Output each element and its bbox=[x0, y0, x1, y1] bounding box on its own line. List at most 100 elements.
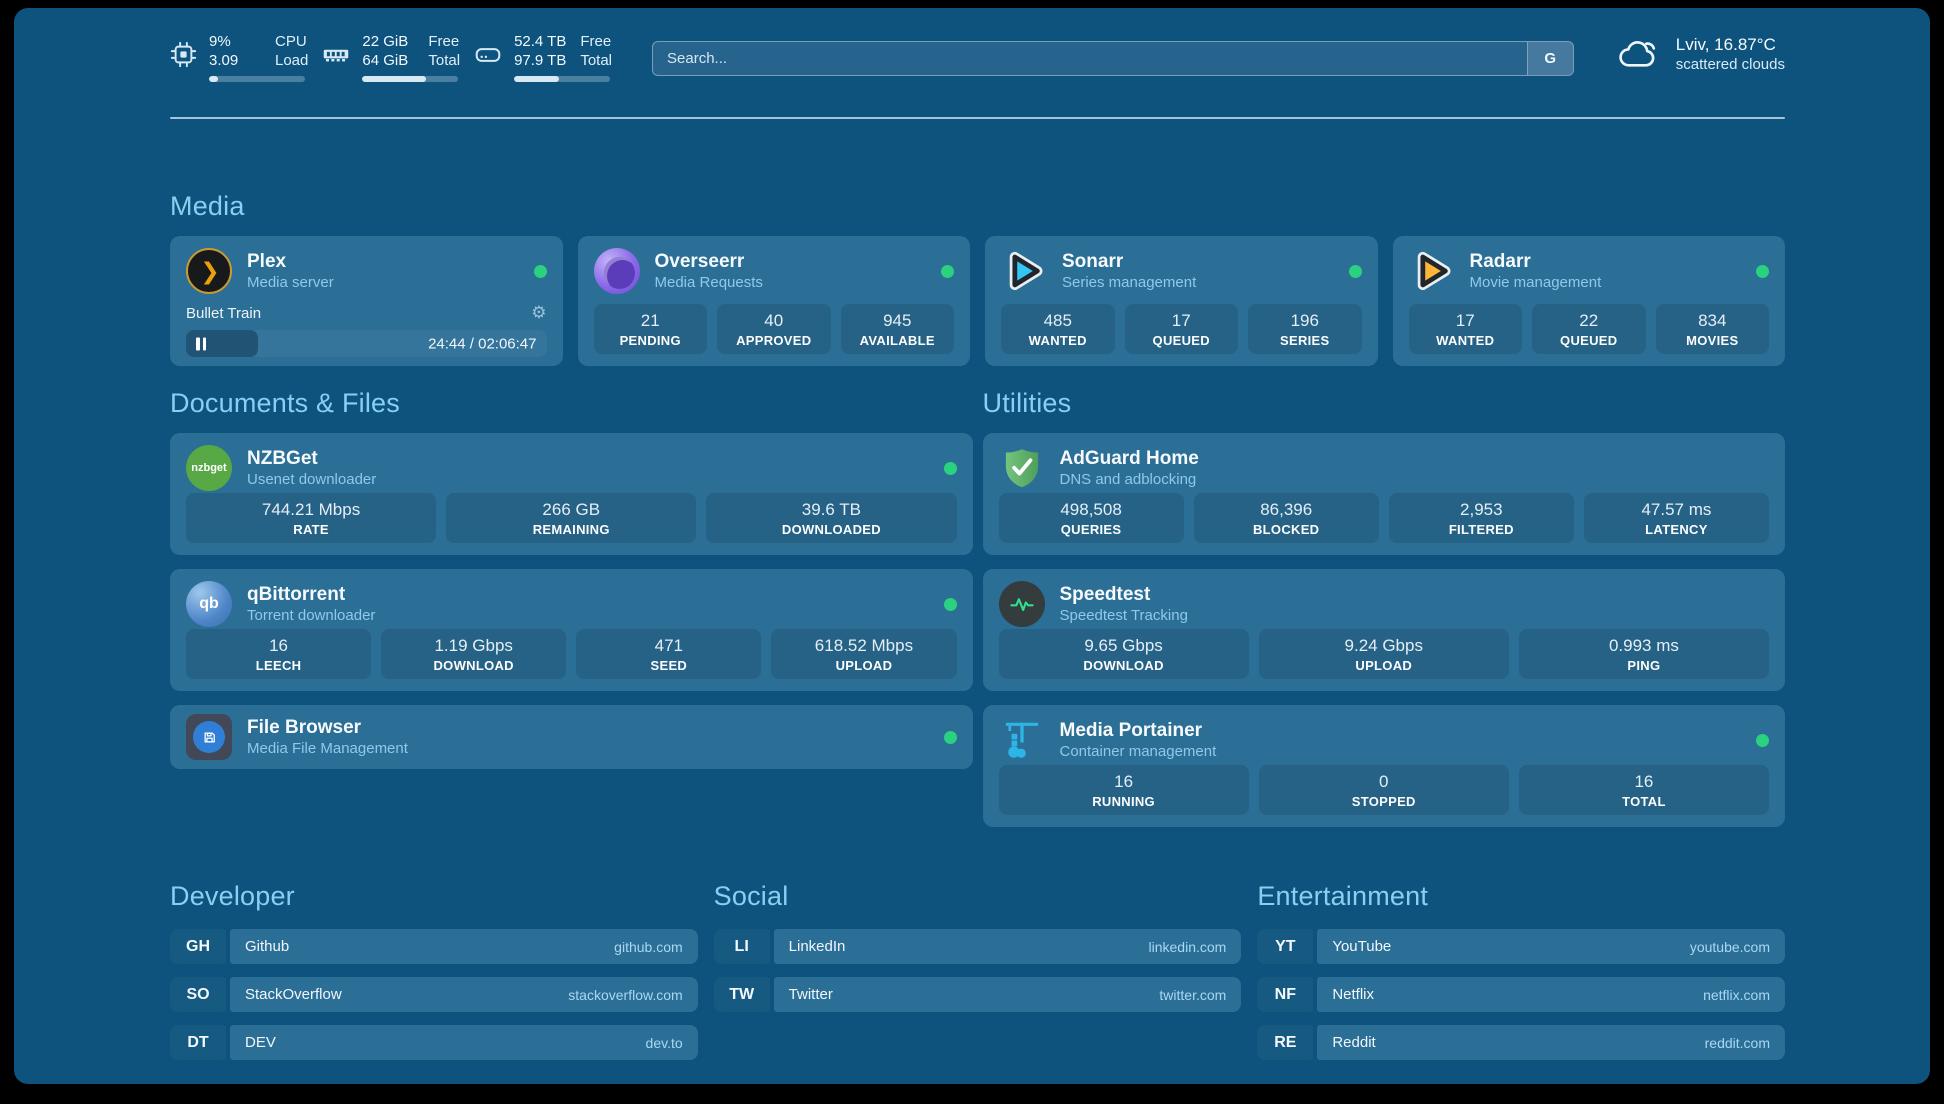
portainer-icon bbox=[999, 717, 1045, 763]
ram-label-2: Total bbox=[428, 52, 461, 69]
bookmark-abbr: SO bbox=[170, 977, 226, 1012]
disk-stat: 52.4 TB 97.9 TB Free Total bbox=[474, 32, 612, 82]
bookmark-url: netflix.com bbox=[1703, 986, 1770, 1003]
app-card-overseerr[interactable]: Overseerr Media Requests 21 PENDING 40 A… bbox=[577, 236, 970, 366]
status-dot bbox=[943, 730, 957, 744]
bookmark-abbr: NF bbox=[1257, 977, 1314, 1012]
stat-tile: 485 WANTED bbox=[1001, 304, 1115, 354]
stat-tile: 9.65 Gbps DOWNLOAD bbox=[998, 629, 1249, 679]
bookmark-name: DEV bbox=[245, 1034, 276, 1051]
stat-tile: 16 LEECH bbox=[186, 629, 372, 679]
app-subtitle: Series management bbox=[1062, 274, 1197, 291]
app-title: qBittorrent bbox=[247, 584, 346, 605]
app-title: File Browser bbox=[247, 717, 362, 738]
bookmark-abbr: GH bbox=[170, 929, 226, 964]
status-dot bbox=[1756, 733, 1769, 747]
bookmark-github[interactable]: GH Github github.com bbox=[170, 929, 698, 964]
stat-tile: 471 SEED bbox=[576, 629, 762, 679]
bookmark-linkedin[interactable]: LI LinkedIn linkedin.com bbox=[713, 929, 1242, 964]
app-card-filebrowser[interactable]: File Browser Media File Management bbox=[170, 705, 973, 769]
playback-time: 24:44 / 02:06:47 bbox=[428, 335, 537, 352]
bookmark-stackoverflow[interactable]: SO StackOverflow stackoverflow.com bbox=[170, 977, 698, 1012]
stat-tile: 266 GB REMAINING bbox=[446, 493, 697, 543]
app-subtitle: DNS and adblocking bbox=[1059, 471, 1197, 488]
cpu-label-1: CPU bbox=[275, 33, 307, 50]
app-card-portainer[interactable]: Media Portainer Container management 16 … bbox=[982, 705, 1785, 827]
bookmark-name: LinkedIn bbox=[788, 938, 846, 955]
disk-progress-bar bbox=[514, 76, 611, 82]
disk-total-value: 97.9 TB bbox=[514, 52, 567, 69]
app-subtitle: Usenet downloader bbox=[247, 471, 377, 488]
app-card-nzbget[interactable]: nzbget NZBGet Usenet downloader 744.21 M… bbox=[170, 433, 973, 555]
system-stats: 9% 3.09 CPU Load bbox=[170, 32, 612, 82]
bookmark-name: Netflix bbox=[1332, 986, 1375, 1003]
ram-stat: 22 GiB 64 GiB Free Total bbox=[322, 32, 460, 82]
bookmark-abbr: LI bbox=[713, 929, 770, 964]
bookmark-netflix[interactable]: NF Netflix netflix.com bbox=[1257, 977, 1785, 1012]
app-card-plex[interactable]: ❯ Plex Media server Bullet Train ⚙ bbox=[170, 236, 563, 366]
now-playing-title: Bullet Train bbox=[186, 304, 262, 322]
bookmark-youtube[interactable]: YT YouTube youtube.com bbox=[1257, 929, 1785, 964]
status-dot bbox=[1756, 264, 1769, 278]
overseerr-icon bbox=[593, 248, 640, 294]
bookmark-name: Reddit bbox=[1332, 1034, 1376, 1051]
bookmark-url: stackoverflow.com bbox=[568, 986, 683, 1003]
topbar-divider bbox=[170, 117, 1785, 119]
app-card-radarr[interactable]: Radarr Movie management 17 WANTED 22 QUE… bbox=[1392, 236, 1785, 366]
app-subtitle: Speedtest Tracking bbox=[1059, 607, 1188, 624]
sonarr-icon bbox=[1001, 248, 1047, 294]
speedtest-icon bbox=[998, 581, 1045, 627]
app-title: Sonarr bbox=[1062, 251, 1124, 272]
stat-tile: 196 SERIES bbox=[1248, 304, 1362, 354]
bookmark-twitter[interactable]: TW Twitter twitter.com bbox=[713, 977, 1242, 1012]
app-title: Radarr bbox=[1469, 251, 1531, 272]
section-media: Media ❯ Plex Media server Bullet Train ⚙ bbox=[170, 191, 1785, 366]
status-dot bbox=[943, 461, 957, 475]
section-social: Social LI LinkedIn linkedin.com TW Twitt… bbox=[713, 881, 1242, 1060]
bookmark-reddit[interactable]: RE Reddit reddit.com bbox=[1257, 1025, 1785, 1060]
stat-tile: 17 QUEUED bbox=[1124, 304, 1238, 354]
nzbget-icon: nzbget bbox=[186, 445, 232, 491]
section-title-utilities: Utilities bbox=[982, 388, 1072, 418]
radarr-icon bbox=[1409, 248, 1455, 294]
topbar: 9% 3.09 CPU Load bbox=[170, 32, 1785, 82]
stat-tile: 618.52 Mbps UPLOAD bbox=[771, 629, 957, 679]
gear-icon[interactable]: ⚙ bbox=[531, 303, 547, 322]
stat-tile: 834 MOVIES bbox=[1655, 304, 1769, 354]
adguard-icon bbox=[999, 445, 1045, 491]
stat-tile: 16 TOTAL bbox=[1518, 765, 1769, 815]
section-title-entertainment: Entertainment bbox=[1257, 881, 1429, 911]
plex-icon: ❯ bbox=[186, 248, 232, 294]
section-documents: Documents & Files nzbget NZBGet Usenet d… bbox=[170, 388, 973, 827]
search-engine-button[interactable]: G bbox=[1526, 42, 1573, 75]
filebrowser-icon bbox=[186, 714, 232, 760]
bookmark-name: Twitter bbox=[788, 986, 833, 1003]
cloud-icon bbox=[1619, 41, 1655, 67]
bookmark-url: youtube.com bbox=[1689, 938, 1770, 955]
seek-bar[interactable]: 24:44 / 02:06:47 bbox=[186, 330, 547, 357]
app-card-speedtest[interactable]: Speedtest Speedtest Tracking 9.65 Gbps D… bbox=[982, 569, 1785, 691]
disk-icon bbox=[475, 48, 501, 62]
pause-icon[interactable] bbox=[196, 337, 206, 350]
stat-tile: 9.24 Gbps UPLOAD bbox=[1258, 629, 1509, 679]
app-card-sonarr[interactable]: Sonarr Series management 485 WANTED 17 Q… bbox=[985, 236, 1378, 366]
cpu-label-2: Load bbox=[275, 52, 309, 69]
stat-tile: 1.19 Gbps DOWNLOAD bbox=[381, 629, 567, 679]
bookmark-abbr: DT bbox=[170, 1025, 226, 1060]
stat-tile: 86,396 BLOCKED bbox=[1193, 493, 1379, 543]
app-card-qbittorrent[interactable]: qb qBittorrent Torrent downloader 16 LEE… bbox=[170, 569, 973, 691]
stat-tile: 39.6 TB DOWNLOADED bbox=[706, 493, 957, 543]
app-subtitle: Media server bbox=[247, 274, 334, 291]
stat-tile: 47.57 ms LATENCY bbox=[1583, 493, 1769, 543]
app-subtitle: Movie management bbox=[1469, 274, 1602, 291]
section-title-social: Social bbox=[713, 881, 789, 911]
stat-tile: 22 QUEUED bbox=[1532, 304, 1646, 354]
section-title-documents: Documents & Files bbox=[170, 388, 400, 418]
bookmark-dev[interactable]: DT DEV dev.to bbox=[170, 1025, 698, 1060]
app-card-adguard[interactable]: AdGuard Home DNS and adblocking 498,508 … bbox=[982, 433, 1785, 555]
ram-free-value: 22 GiB bbox=[362, 33, 409, 50]
weather-widget: Lviv, 16.87°C scattered clouds bbox=[1616, 34, 1785, 74]
disk-free-value: 52.4 TB bbox=[514, 33, 567, 50]
section-utilities: Utilities bbox=[982, 388, 1785, 827]
search-input[interactable] bbox=[652, 41, 1574, 76]
